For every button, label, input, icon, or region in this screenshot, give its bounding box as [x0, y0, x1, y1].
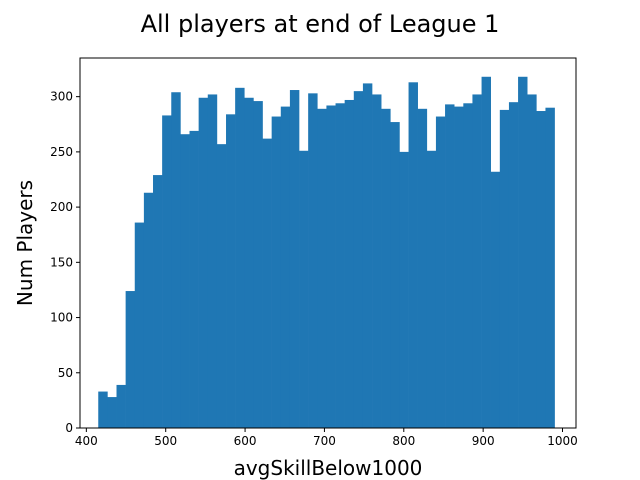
- histogram-bar: [527, 94, 537, 429]
- histogram-bar: [162, 115, 172, 429]
- histogram-bar: [262, 138, 272, 428]
- plot-frame: [79, 57, 577, 429]
- histogram-bar: [153, 175, 163, 428]
- histogram-bar: [308, 93, 318, 428]
- histogram-bar: [335, 103, 345, 429]
- histogram-bar: [445, 104, 455, 428]
- histogram-bar: [408, 82, 418, 428]
- histogram-bar: [271, 116, 282, 428]
- histogram-bar: [134, 222, 145, 428]
- y-tick-label: 0: [65, 421, 73, 435]
- histogram-bar: [472, 94, 482, 429]
- histogram-bar: [372, 94, 382, 429]
- histogram-bar: [518, 76, 528, 428]
- histogram-bar: [545, 107, 555, 429]
- bars-group: [98, 76, 555, 429]
- histogram-bar: [299, 150, 309, 428]
- histogram-bar: [536, 111, 546, 428]
- histogram-bar: [463, 103, 473, 429]
- histogram-bar: [98, 391, 108, 428]
- y-tick-label: 100: [50, 311, 73, 325]
- histogram-bar: [180, 134, 190, 428]
- y-tick-label: 300: [50, 90, 73, 104]
- histogram-bar: [417, 108, 428, 428]
- histogram-bar: [353, 91, 364, 428]
- histogram-bar: [317, 108, 327, 428]
- histogram-bar: [226, 114, 236, 428]
- y-tick-label: 200: [50, 200, 73, 214]
- histogram-bar: [344, 99, 355, 428]
- histogram-bar: [207, 94, 218, 429]
- x-tick-label: 900: [472, 434, 495, 448]
- y-axis-label: Num Players: [13, 180, 37, 306]
- histogram-bar: [499, 109, 510, 428]
- y-tick-label: 250: [50, 145, 73, 159]
- histogram-bar: [381, 108, 391, 428]
- histogram-bar: [289, 90, 300, 429]
- x-tick-label: 400: [75, 434, 98, 448]
- chart-title: All players at end of League 1: [141, 10, 500, 38]
- histogram-bar: [399, 151, 409, 428]
- histogram-bar: [107, 397, 117, 428]
- histogram-bar: [490, 171, 501, 428]
- histogram-bar: [198, 97, 209, 428]
- x-tick-label: 1000: [547, 434, 578, 448]
- histogram-bar: [116, 384, 126, 428]
- histogram-bar: [390, 122, 400, 429]
- histogram-bar: [280, 106, 291, 428]
- histogram-bar: [244, 97, 254, 428]
- histogram-bar: [235, 87, 245, 428]
- x-axis-label: avgSkillBelow1000: [234, 456, 423, 480]
- histogram-bar: [326, 105, 336, 428]
- y-tick-label: 150: [50, 255, 73, 269]
- y-axis-ticks: 0 50 100 150 200 250 300: [50, 90, 80, 435]
- histogram-bar: [125, 291, 136, 428]
- histogram-bar: [481, 76, 491, 428]
- histogram-bar: [216, 144, 227, 429]
- histogram-bar: [189, 130, 199, 429]
- x-tick-label: 500: [154, 434, 177, 448]
- histogram-bar: [426, 150, 437, 428]
- x-axis-ticks: 400 500 600 700 800 900 1000: [75, 428, 578, 448]
- histogram-bar: [362, 83, 373, 428]
- x-tick-label: 800: [392, 434, 415, 448]
- y-tick-label: 50: [58, 366, 73, 380]
- x-tick-label: 700: [313, 434, 336, 448]
- histogram-bar: [143, 192, 154, 428]
- histogram-bar: [435, 116, 446, 428]
- histogram-bar: [508, 102, 519, 428]
- histogram-bar: [454, 106, 464, 428]
- x-tick-label: 600: [234, 434, 257, 448]
- histogram-bar: [253, 101, 263, 429]
- histogram-bar: [171, 92, 181, 429]
